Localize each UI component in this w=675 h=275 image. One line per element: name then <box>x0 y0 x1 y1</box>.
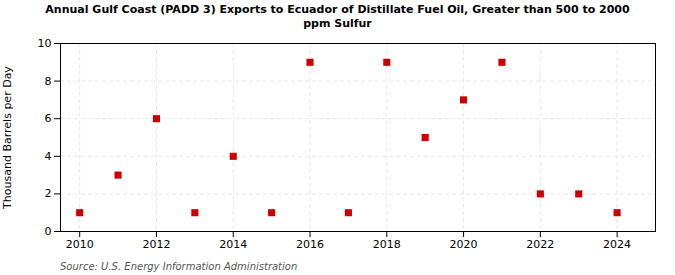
svg-text:2010: 2010 <box>66 238 94 251</box>
svg-text:2014: 2014 <box>219 238 247 251</box>
svg-text:2024: 2024 <box>603 238 631 251</box>
html-text:Source: U.S. Energy Informatio: Source: U.S. Energy Information Administ… <box>60 261 298 272</box>
svg-text:8: 8 <box>45 75 52 88</box>
svg-text:2016: 2016 <box>296 238 324 251</box>
svg-text:Thousand Barrels per Day: Thousand Barrels per Day <box>1 66 14 210</box>
svg-text:2020: 2020 <box>450 238 478 251</box>
svg-text:4: 4 <box>45 150 52 163</box>
svg-text:10: 10 <box>38 37 52 50</box>
svg-text:2022: 2022 <box>526 238 554 251</box>
svg-text:2012: 2012 <box>142 238 170 251</box>
svg-text:0: 0 <box>45 225 52 238</box>
svg-text:6: 6 <box>45 112 52 125</box>
svg-text:2018: 2018 <box>373 238 401 251</box>
svg-text:2: 2 <box>45 187 52 200</box>
html-text:Annual Gulf Coast (PADD 3) Exp: Annual Gulf Coast (PADD 3) Exports to Ec… <box>45 3 630 30</box>
